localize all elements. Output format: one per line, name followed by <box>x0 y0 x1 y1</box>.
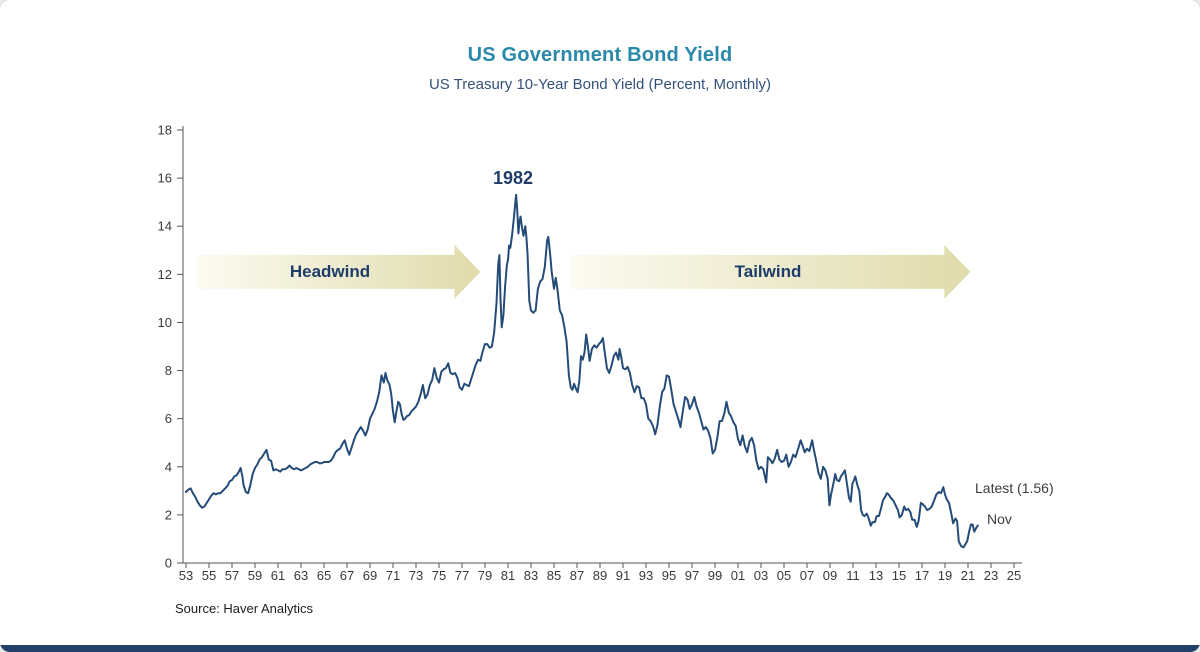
peak-year-annotation: 1982 <box>492 168 534 188</box>
x-tick-label: 17 <box>915 568 929 583</box>
x-tick-label: 15 <box>892 568 906 583</box>
y-tick-label: 10 <box>158 315 172 330</box>
source-note: Source: Haver Analytics <box>175 601 314 616</box>
y-tick-label: 12 <box>158 267 172 282</box>
x-tick-label: 85 <box>547 568 561 583</box>
y-tick-label: 8 <box>165 363 172 378</box>
x-tick-label: 07 <box>800 568 814 583</box>
latest-month-annotation: Nov <box>987 511 1012 527</box>
x-tick-label: 57 <box>225 568 239 583</box>
x-tick-label: 75 <box>432 568 446 583</box>
yield-line <box>185 193 979 549</box>
x-tick-label: 25 <box>1007 568 1021 583</box>
x-tick-label: 63 <box>294 568 308 583</box>
x-tick-label: 97 <box>685 568 699 583</box>
y-tick-label: 16 <box>158 171 172 186</box>
x-tick-label: 21 <box>961 568 975 583</box>
x-tick-label: 03 <box>754 568 768 583</box>
x-tick-label: 65 <box>317 568 331 583</box>
x-tick-label: 53 <box>179 568 193 583</box>
x-tick-label: 79 <box>478 568 492 583</box>
x-tick-label: 77 <box>455 568 469 583</box>
x-tick-label: 69 <box>363 568 377 583</box>
y-tick-label: 18 <box>158 122 172 137</box>
x-tick-label: 09 <box>823 568 837 583</box>
bottom-accent-bar <box>0 645 1200 652</box>
y-tick-label: 6 <box>165 411 172 426</box>
x-tick-label: 95 <box>662 568 676 583</box>
x-tick-label: 89 <box>593 568 607 583</box>
x-tick-label: 83 <box>524 568 538 583</box>
x-tick-label: 93 <box>639 568 653 583</box>
axes <box>177 125 1022 568</box>
x-tick-label: 11 <box>846 568 860 583</box>
x-tick-label: 13 <box>869 568 883 583</box>
x-tick-label: 59 <box>248 568 262 583</box>
latest-value-annotation: Latest (1.56) <box>975 480 1054 496</box>
x-tick-label: 61 <box>271 568 285 583</box>
y-tick-label: 2 <box>165 507 172 522</box>
x-tick-label: 87 <box>570 568 584 583</box>
x-tick-label: 71 <box>386 568 400 583</box>
headwind-arrow <box>196 244 481 299</box>
x-tick-label: 19 <box>938 568 952 583</box>
x-tick-label: 91 <box>616 568 630 583</box>
headwind-arrow-label: Headwind <box>289 262 371 281</box>
x-tick-label: 67 <box>340 568 354 583</box>
y-tick-label: 0 <box>165 556 172 571</box>
x-tick-label: 01 <box>731 568 745 583</box>
x-tick-label: 05 <box>777 568 791 583</box>
x-tick-label: 73 <box>409 568 423 583</box>
tick-labels: 0 2 4 6 8 10 12 14 16 18 53 55 57 59 61 63 65 67 69 71 73 75 7… <box>158 122 1022 583</box>
chart-subtitle: US Treasury 10-Year Bond Yield (Percent,… <box>428 76 772 93</box>
y-tick-label: 14 <box>158 219 172 234</box>
plot-area: 0 2 4 6 8 10 12 14 16 18 53 55 57 59 61 63 65 67 69 71 73 75 7… <box>158 122 1022 583</box>
x-tick-label: 55 <box>202 568 216 583</box>
y-tick-label: 4 <box>165 459 172 474</box>
x-tick-label: 81 <box>501 568 515 583</box>
tailwind-arrow-label: Tailwind <box>734 262 802 281</box>
x-tick-label: 23 <box>984 568 998 583</box>
chart-title: US Government Bond Yield <box>467 44 733 66</box>
x-tick-label: 99 <box>708 568 722 583</box>
tailwind-arrow <box>570 244 971 299</box>
trend-arrows <box>196 244 971 299</box>
